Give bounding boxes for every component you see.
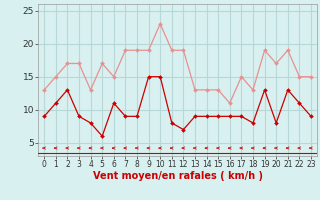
- X-axis label: Vent moyen/en rafales ( km/h ): Vent moyen/en rafales ( km/h ): [92, 171, 263, 181]
